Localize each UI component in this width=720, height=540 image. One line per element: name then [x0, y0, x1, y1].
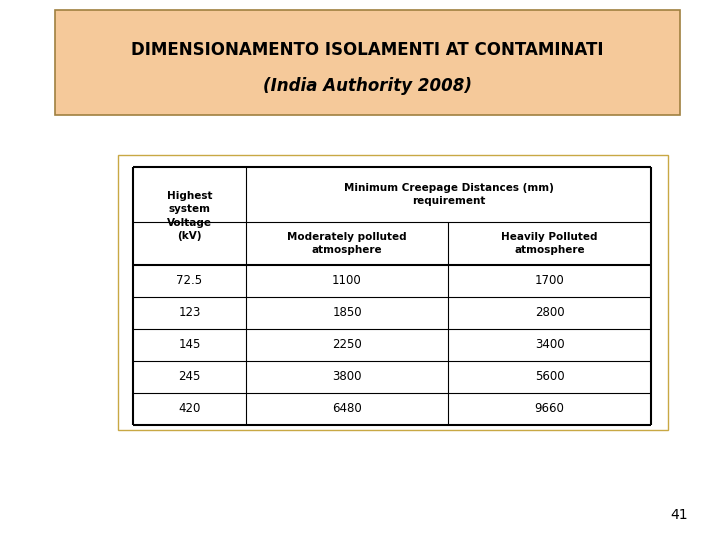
- Text: 6480: 6480: [332, 402, 362, 415]
- Text: (India Authority 2008): (India Authority 2008): [263, 77, 472, 94]
- Text: Highest
system
Voltage
(kV): Highest system Voltage (kV): [167, 191, 212, 241]
- Text: 3800: 3800: [332, 370, 361, 383]
- Text: 420: 420: [179, 402, 201, 415]
- Text: 1850: 1850: [332, 307, 362, 320]
- FancyBboxPatch shape: [55, 10, 680, 115]
- Text: 2800: 2800: [535, 307, 564, 320]
- Text: 72.5: 72.5: [176, 274, 202, 287]
- Text: 245: 245: [179, 370, 201, 383]
- Text: 1700: 1700: [535, 274, 564, 287]
- Text: 123: 123: [179, 307, 201, 320]
- Text: 5600: 5600: [535, 370, 564, 383]
- FancyBboxPatch shape: [118, 155, 668, 430]
- Text: 145: 145: [179, 339, 201, 352]
- Text: 3400: 3400: [535, 339, 564, 352]
- Text: 9660: 9660: [534, 402, 564, 415]
- Text: 41: 41: [670, 508, 688, 522]
- Text: DIMENSIONAMENTO ISOLAMENTI AT CONTAMINATI: DIMENSIONAMENTO ISOLAMENTI AT CONTAMINAT…: [131, 41, 604, 59]
- Text: Moderately polluted
atmosphere: Moderately polluted atmosphere: [287, 232, 407, 255]
- Text: 2250: 2250: [332, 339, 362, 352]
- Text: 1100: 1100: [332, 274, 362, 287]
- Text: Heavily Polluted
atmosphere: Heavily Polluted atmosphere: [501, 232, 598, 255]
- Text: Minimum Creepage Distances (mm)
requirement: Minimum Creepage Distances (mm) requirem…: [343, 183, 554, 206]
